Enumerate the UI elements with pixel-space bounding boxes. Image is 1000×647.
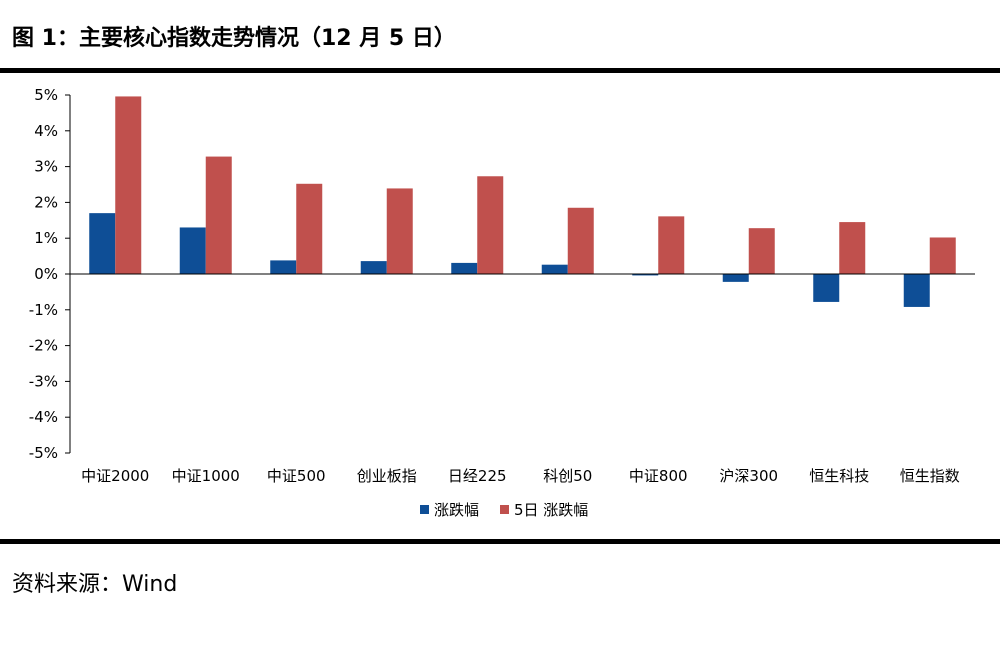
legend-label: 5日 涨跌幅: [514, 501, 588, 519]
bar-daily: [541, 264, 568, 274]
x-tick-label: 沪深300: [719, 467, 778, 485]
x-tick-label: 中证800: [629, 467, 688, 485]
y-tick-label: 0%: [34, 265, 58, 283]
y-tick-label: 5%: [34, 86, 58, 104]
bar-daily: [903, 274, 930, 307]
bar-daily: [360, 261, 387, 274]
legend-label: 涨跌幅: [434, 501, 479, 519]
x-tick-label: 恒生科技: [809, 467, 869, 485]
y-tick-label: -1%: [29, 301, 58, 319]
y-tick-label: 3%: [34, 158, 58, 176]
bar-five-day: [839, 222, 866, 274]
bar-five-day: [929, 237, 956, 274]
bar-five-day: [658, 216, 685, 274]
bar-daily: [89, 213, 116, 274]
x-tick-label: 中证2000: [81, 467, 149, 485]
y-tick-label: -5%: [29, 444, 58, 462]
legend-swatch: [420, 505, 429, 514]
source-label: 资料来源：: [12, 572, 123, 597]
legend-swatch: [500, 505, 509, 514]
y-tick-label: -4%: [29, 408, 58, 426]
bar-five-day: [115, 96, 142, 274]
x-tick-label: 创业板指: [357, 467, 417, 485]
y-tick-label: 2%: [34, 193, 58, 211]
y-tick-label: -3%: [29, 372, 58, 390]
bar-five-day: [748, 228, 775, 274]
x-tick-label: 科创50: [543, 467, 592, 485]
bar-five-day: [386, 188, 413, 274]
bar-daily: [451, 262, 478, 274]
bar-daily: [632, 274, 659, 276]
top-divider: [0, 68, 1000, 73]
bar-daily: [722, 274, 749, 282]
x-tick-label: 日经225: [448, 467, 507, 485]
source-value: Wind: [122, 572, 178, 597]
chart-title: 图 1：主要核心指数走势情况（12 月 5 日）: [12, 26, 456, 51]
y-tick-label: 1%: [34, 229, 58, 247]
source-note: 资料来源：Wind: [12, 566, 177, 598]
bar-five-day: [567, 207, 594, 274]
x-tick-label: 中证500: [267, 467, 326, 485]
bar-five-day: [477, 176, 504, 274]
bar-five-day: [296, 183, 323, 274]
y-tick-label: 4%: [34, 122, 58, 140]
x-tick-label: 中证1000: [172, 467, 240, 485]
bar-five-day: [205, 156, 232, 274]
bar-daily: [270, 260, 297, 274]
bar-daily: [179, 227, 206, 274]
bottom-divider: [0, 539, 1000, 544]
x-tick-label: 恒生指数: [900, 467, 960, 485]
bar-daily: [813, 274, 840, 302]
y-tick-label: -2%: [29, 337, 58, 355]
